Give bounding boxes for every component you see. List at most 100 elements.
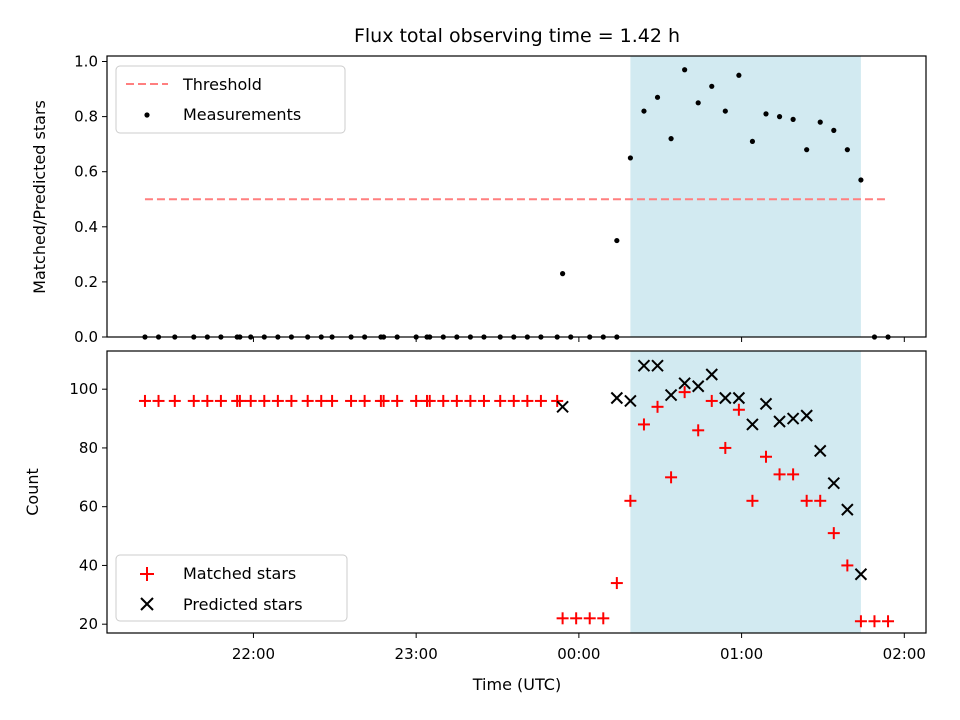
- matched-star-point: [258, 394, 271, 407]
- predicted-star-point: [786, 412, 800, 425]
- matched-star-point: [678, 386, 691, 399]
- matched-star-point: [705, 394, 718, 407]
- predicted-star-point: [854, 568, 868, 581]
- ratio-y-axis-label: Matched/Predicted stars: [30, 100, 49, 294]
- matched-star-point: [464, 394, 477, 407]
- figure-title: Flux total observing time = 1.42 h: [354, 25, 680, 47]
- y-tick-label: 1.0: [74, 53, 98, 71]
- y-tick-label: 0.2: [74, 273, 98, 291]
- measurement-point: [763, 111, 769, 117]
- matched-star-point: [326, 394, 339, 407]
- legend-threshold-label: Threshold: [182, 75, 262, 94]
- y-tick-label: 20: [79, 615, 98, 633]
- matched-star-point: [610, 577, 623, 590]
- matched-star-point: [787, 468, 800, 481]
- legend-measurements-swatch: [144, 112, 150, 118]
- matched-star-point: [551, 394, 564, 407]
- matched-star-point: [773, 468, 786, 481]
- y-tick-label: 0.4: [74, 218, 98, 236]
- predicted-star-point: [800, 409, 813, 422]
- measurement-point: [654, 94, 661, 100]
- measurement-point: [560, 271, 566, 277]
- matched-star-point: [450, 394, 463, 407]
- x-axis-label: Time (UTC): [472, 675, 561, 694]
- matched-star-point: [494, 394, 507, 407]
- matched-star-point: [868, 615, 881, 628]
- measurement-point: [695, 100, 701, 106]
- legend-matched-label: Matched stars: [183, 564, 296, 583]
- matched-star-point: [854, 615, 867, 628]
- legend-matched-swatch: [140, 567, 154, 581]
- measurement-point: [614, 237, 620, 244]
- predicted-star-point: [719, 391, 732, 405]
- matched-star-point: [152, 394, 165, 407]
- matched-star-point: [624, 494, 637, 507]
- matched-star-point: [391, 394, 404, 407]
- predicted-star-point: [624, 394, 637, 408]
- matched-star-point: [507, 394, 520, 407]
- measurement-point: [790, 116, 796, 122]
- measurement-point: [817, 119, 823, 125]
- matched-star-point: [521, 394, 534, 407]
- legend-measurements-label: Measurements: [183, 105, 301, 124]
- predicted-star-point: [664, 388, 678, 402]
- count-shaded-span: [630, 351, 861, 633]
- y-tick-label: 0.0: [74, 328, 98, 346]
- matched-star-point: [233, 394, 246, 407]
- measurement-point: [776, 114, 783, 120]
- x-tick-label: 22:00: [232, 645, 275, 663]
- measurement-point: [627, 155, 634, 161]
- measurement-point: [682, 67, 688, 73]
- measurement-point: [858, 177, 864, 183]
- matched-star-point: [597, 612, 610, 625]
- matched-star-point: [719, 441, 732, 454]
- y-tick-label: 60: [79, 498, 98, 516]
- predicted-star-point: [773, 415, 786, 428]
- predicted-star-point: [827, 476, 841, 490]
- y-tick-label: 40: [79, 556, 98, 574]
- matched-star-point: [570, 612, 583, 625]
- matched-star-point: [556, 612, 569, 625]
- predicted-star-point: [637, 359, 651, 372]
- count-panel: 20 40 60 80 100 22:00 23:00 00:00 01:00 02:00 Co…: [23, 350, 927, 663]
- count-y-axis-label: Count: [23, 468, 42, 516]
- matched-star-point: [759, 450, 772, 463]
- ratio-legend-box: [115, 65, 346, 134]
- measurement-point: [831, 127, 837, 133]
- predicted-star-point: [746, 418, 759, 431]
- predicted-star-point: [678, 377, 691, 390]
- measurement-point: [844, 147, 850, 153]
- y-tick-label: 0.8: [74, 108, 98, 126]
- matched-star-point: [800, 494, 813, 507]
- predicted-star-point: [841, 503, 854, 516]
- predicted-star-point: [732, 391, 746, 405]
- matched-star-point: [841, 559, 854, 572]
- matched-star-point: [827, 527, 840, 540]
- matched-star-point: [315, 394, 328, 407]
- measurement-point: [722, 108, 728, 114]
- matched-star-point: [358, 394, 371, 407]
- matched-star-point: [345, 394, 358, 407]
- predicted-star-point: [705, 368, 718, 381]
- matched-star-point: [271, 394, 284, 407]
- predicted-star-point: [691, 380, 705, 393]
- matched-star-point: [410, 394, 423, 407]
- count-legend-box: [115, 554, 348, 622]
- measurement-point: [709, 83, 715, 89]
- matched-star-point: [187, 394, 200, 407]
- matched-star-point: [244, 394, 257, 407]
- y-tick-label: 0.6: [74, 163, 98, 181]
- x-tick-label: 00:00: [557, 645, 600, 663]
- y-tick-label: 100: [69, 380, 98, 398]
- measurement-point: [736, 72, 742, 78]
- predicted-star-point: [814, 444, 827, 458]
- matched-star-point: [201, 394, 214, 407]
- matched-star-point: [814, 494, 827, 507]
- predicted-star-point: [651, 359, 664, 372]
- ratio-axes-frame: [106, 55, 927, 338]
- predicted-star-point: [610, 391, 624, 405]
- matched-star-point: [692, 424, 705, 437]
- predicted-star-point: [556, 400, 569, 414]
- x-tick-label: 23:00: [395, 645, 438, 663]
